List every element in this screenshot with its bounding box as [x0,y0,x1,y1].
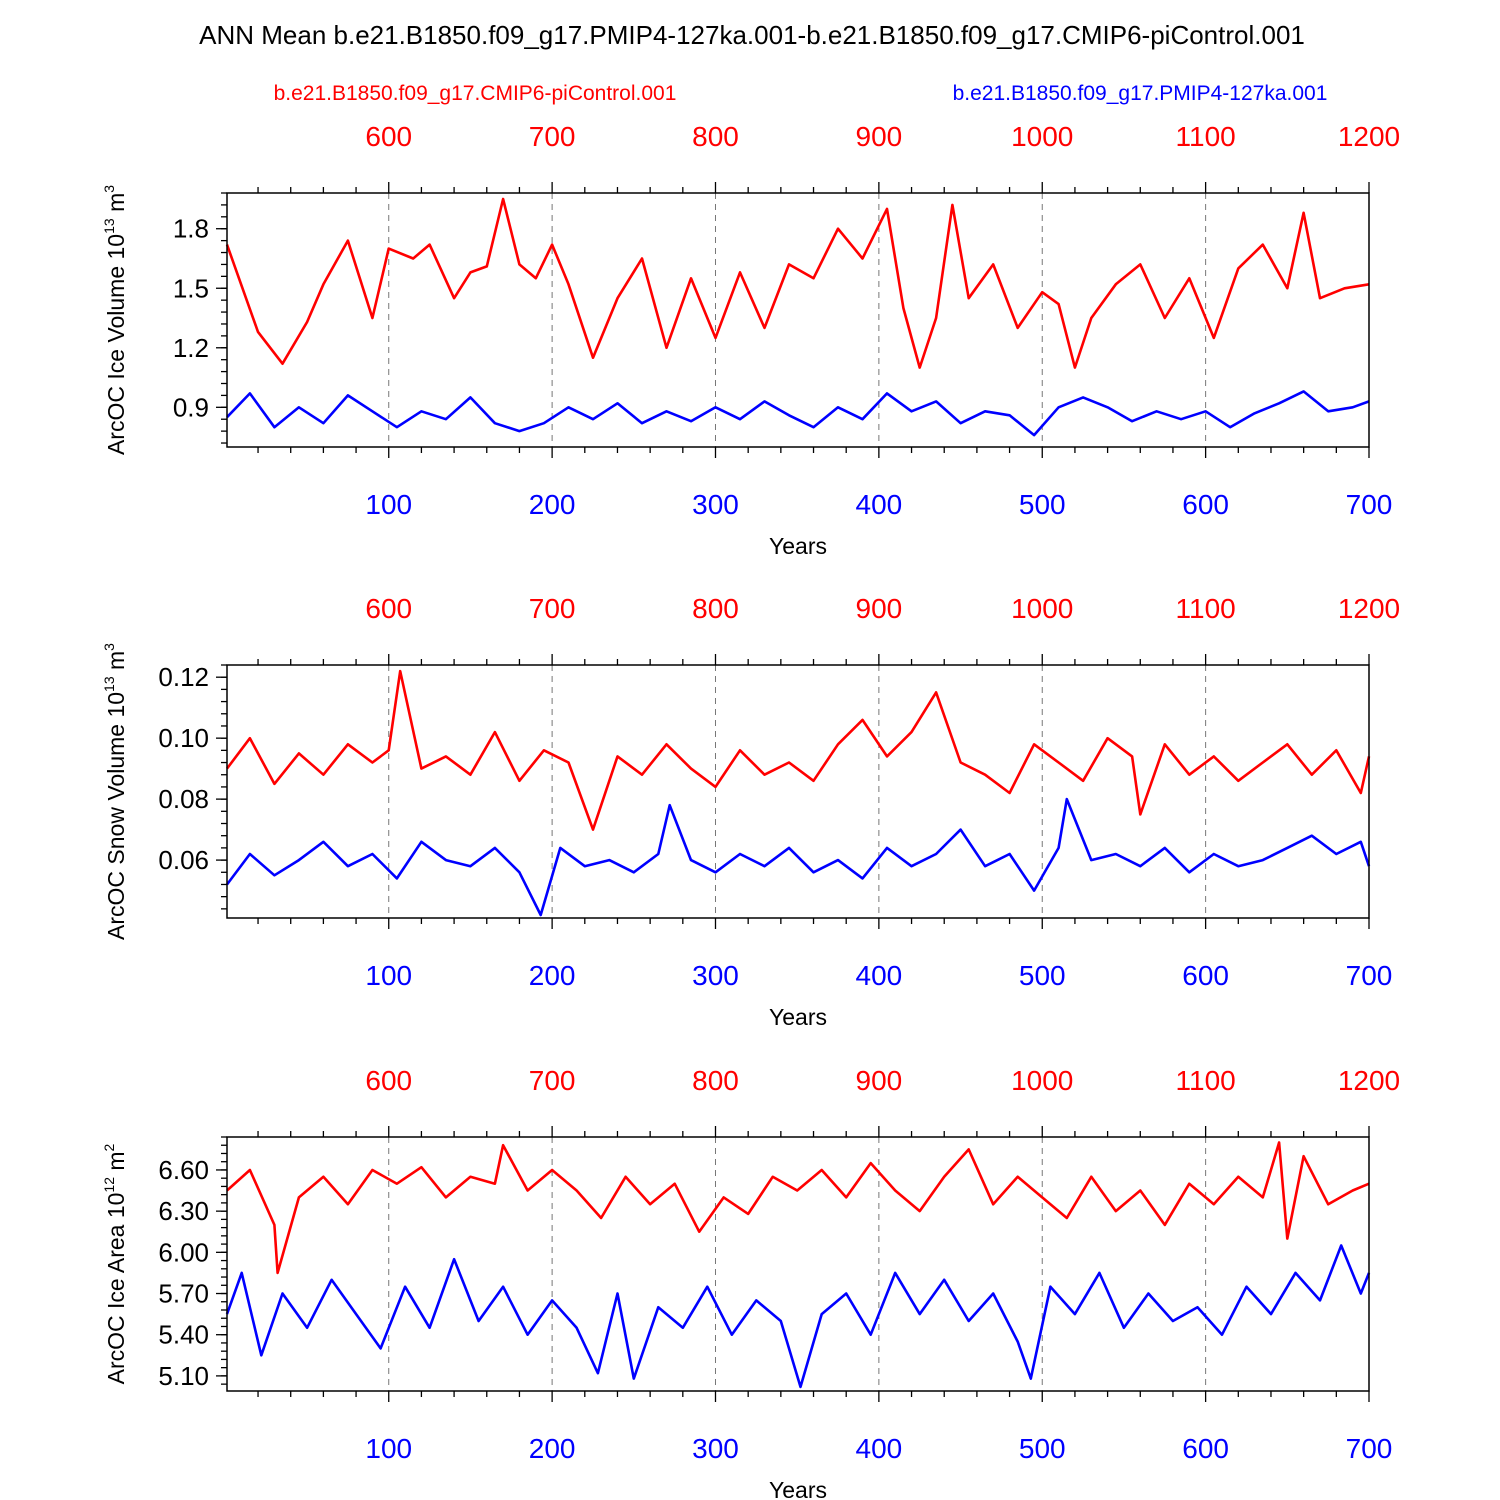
x-tick-label-top: 800 [692,593,739,624]
series-pmip-line [225,1244,1371,1389]
x-tick-label-top: 900 [856,593,903,624]
x-tick-label-bottom: 200 [529,489,576,520]
y-tick-label: 6.00 [158,1237,209,1267]
chart-title: ANN Mean b.e21.B1850.f09_g17.PMIP4-127ka… [199,20,1305,50]
y-axis-label-text: ArcOC Ice Area 10 [103,1193,129,1385]
x-axis-label: Years [769,1477,827,1500]
legend-pmip-label: b.e21.B1850.f09_g17.PMIP4-127ka.001 [953,82,1328,105]
x-tick-label-bottom: 100 [365,1433,412,1464]
y-axis-label-exp: 13 [101,218,117,234]
x-tick-label-bottom: 400 [856,1433,903,1464]
x-tick-label-top: 700 [529,1065,576,1096]
y-axis-label-unit-exp: 2 [101,1143,117,1151]
x-tick-label-bottom: 300 [692,960,739,991]
y-axis-label-unit: m [103,193,129,219]
legend-control-label: b.e21.B1850.f09_g17.CMIP6-piControl.001 [274,82,677,105]
y-tick-label: 5.10 [158,1361,209,1391]
x-tick-label-top: 1200 [1338,593,1400,624]
y-axis-label-exp: 13 [101,676,117,692]
x-tick-label-bottom: 600 [1182,1433,1229,1464]
x-tick-label-top: 800 [692,121,739,152]
x-tick-label-bottom: 400 [856,960,903,991]
x-tick-label-bottom: 500 [1019,489,1066,520]
x-axis-label: Years [769,1004,827,1030]
y-axis-label-text: ArcOC Ice Volume 10 [103,234,129,455]
series-control-line [225,197,1370,369]
series-control-line [226,1141,1370,1275]
x-tick-label-top: 1200 [1338,1065,1400,1096]
x-tick-label-top: 600 [365,1065,412,1096]
y-axis-label-unit-exp: 3 [101,643,117,651]
y-tick-label: 0.9 [173,392,209,422]
y-tick-label: 1.2 [173,333,209,363]
x-axis-label: Years [769,533,827,559]
x-tick-label-top: 1100 [1176,1065,1236,1096]
y-tick-label: 5.40 [158,1320,209,1350]
x-tick-label-bottom: 200 [529,1433,576,1464]
x-tick-label-bottom: 400 [856,489,903,520]
y-axis-label-unit: m [103,651,129,677]
panel-2: 100 200 300 400 500 600 700 600 700 800 900 1000 110… [101,593,1400,1030]
x-tick-label-top: 600 [365,593,412,624]
y-tick-label: 5.70 [158,1279,209,1309]
y-tick-label: 0.06 [158,845,209,875]
x-tick-label-top: 900 [856,1065,903,1096]
panels-container: 100 200 300 400 500 600 700 600 700 800 900 1000 110… [101,121,1400,1500]
y-tick-label: 0.10 [158,723,209,753]
x-tick-label-bottom: 500 [1019,960,1066,991]
y-axis-label-exp: 12 [101,1177,117,1193]
y-axis-label: ArcOC Ice Area 1012 m2 [101,1143,129,1384]
x-tick-label-bottom: 100 [365,960,412,991]
panel-1: 100 200 300 400 500 600 700 600 700 800 900 1000 110… [101,121,1400,559]
x-tick-label-top: 900 [856,121,903,152]
y-tick-label: 1.5 [173,273,209,303]
x-tick-label-bottom: 600 [1182,960,1229,991]
y-axis-label-text: ArcOC Snow Volume 10 [103,692,129,940]
x-tick-label-top: 1100 [1176,593,1236,624]
y-axis-label-unit-exp: 3 [101,185,117,193]
x-tick-label-bottom: 100 [365,489,412,520]
y-tick-label: 0.08 [158,784,209,814]
x-tick-label-bottom: 200 [529,960,576,991]
series-pmip-line [225,797,1371,917]
x-tick-label-bottom: 500 [1019,1433,1066,1464]
panel-3: 100 200 300 400 500 600 700 600 700 800 900 1000 110… [101,1065,1400,1500]
x-tick-label-bottom: 600 [1182,489,1229,520]
x-tick-label-top: 1000 [1011,121,1073,152]
x-tick-label-top: 1200 [1338,121,1400,152]
y-tick-label: 6.60 [158,1155,209,1185]
x-tick-label-top: 1100 [1176,121,1236,152]
plot-frame [226,192,1370,448]
x-tick-label-top: 1000 [1011,593,1073,624]
x-tick-label-bottom: 300 [692,1433,739,1464]
x-tick-label-top: 800 [692,1065,739,1096]
y-tick-label: 6.30 [158,1196,209,1226]
x-tick-label-bottom: 300 [692,489,739,520]
y-tick-label: 1.8 [173,214,209,244]
series-control-line [225,669,1371,831]
x-tick-label-top: 600 [365,121,412,152]
x-tick-label-bottom: 700 [1346,960,1393,991]
series-pmip-line [226,390,1370,437]
x-tick-label-bottom: 700 [1346,489,1393,520]
x-tick-label-top: 700 [529,121,576,152]
y-axis-label-unit: m [103,1151,129,1177]
y-axis-label: ArcOC Ice Volume 1013 m3 [101,185,129,455]
plot-frame [226,1136,1370,1392]
y-tick-label: 0.12 [158,662,209,692]
x-tick-label-bottom: 700 [1346,1433,1393,1464]
y-axis-label: ArcOC Snow Volume 1013 m3 [101,643,129,940]
plot-frame [226,664,1370,919]
x-tick-label-top: 700 [529,593,576,624]
x-tick-label-top: 1000 [1011,1065,1073,1096]
